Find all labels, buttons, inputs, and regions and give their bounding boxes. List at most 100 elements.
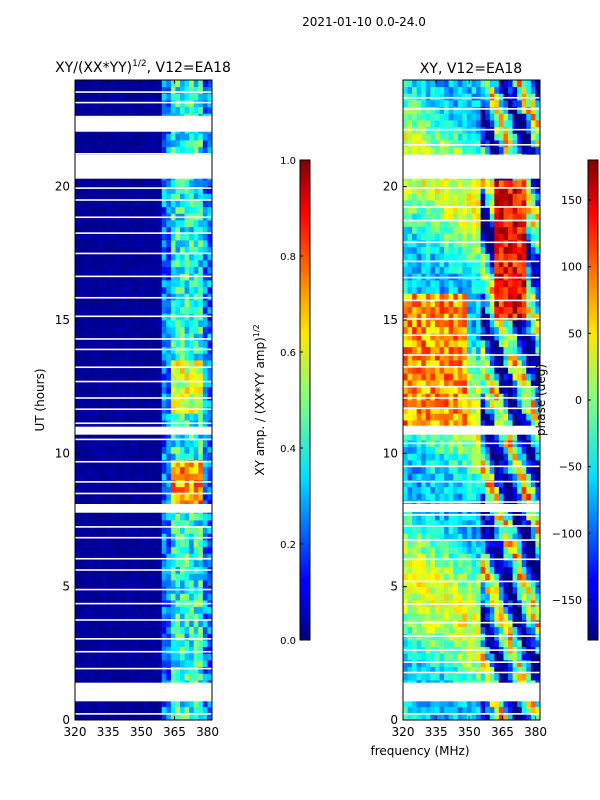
- heatmap-cell: [421, 540, 427, 548]
- heatmap-cell: [120, 620, 126, 628]
- heatmap-cell: [462, 613, 468, 621]
- heatmap-cell: [189, 440, 195, 448]
- heatmap-cell: [494, 286, 500, 294]
- heatmap-cell: [193, 380, 199, 388]
- heatmap-cell: [485, 213, 491, 221]
- heatmap-cell: [88, 580, 94, 588]
- heatmap-cell: [425, 666, 431, 674]
- heatmap-cell: [198, 460, 204, 468]
- heatmap-cell: [111, 380, 117, 388]
- heatmap-cell: [403, 113, 408, 121]
- heatmap-cell: [444, 380, 450, 388]
- heatmap-cell: [93, 413, 99, 421]
- heatmap-cell: [143, 326, 149, 334]
- heatmap-cell: [116, 380, 122, 388]
- heatmap-cell: [166, 446, 172, 454]
- heatmap-cell: [111, 333, 117, 341]
- heatmap-cell: [448, 626, 454, 634]
- heatmap-cell: [444, 253, 450, 261]
- heatmap-cell: [88, 666, 94, 674]
- heatmap-cell: [129, 613, 135, 621]
- heatmap-cell: [93, 553, 99, 561]
- heatmap-cell: [116, 146, 122, 154]
- heatmap-cell: [412, 473, 418, 481]
- heatmap-cell: [198, 713, 204, 720]
- heatmap-cell: [189, 540, 195, 548]
- heatmap-cell: [75, 393, 80, 401]
- heatmap-cell: [430, 333, 436, 341]
- heatmap-cell: [453, 493, 459, 501]
- heatmap-cell: [184, 320, 190, 328]
- heatmap-cell: [462, 446, 468, 454]
- heatmap-cell: [444, 280, 450, 288]
- heatmap-cell: [448, 546, 454, 554]
- heatmap-cell: [476, 180, 482, 188]
- heatmap-cell: [88, 500, 94, 508]
- heatmap-cell: [480, 473, 486, 481]
- heatmap-cell: [138, 366, 144, 374]
- heatmap-cell: [88, 266, 94, 274]
- heatmap-cell: [430, 400, 436, 408]
- heatmap-cell: [175, 400, 181, 408]
- heatmap-cell: [120, 573, 126, 581]
- heatmap-cell: [444, 106, 450, 114]
- heatmap-cell: [416, 120, 422, 128]
- heatmap-cell: [193, 86, 199, 94]
- heatmap-cell: [462, 460, 468, 468]
- heatmap-cell: [416, 286, 422, 294]
- heatmap-cell: [93, 320, 99, 328]
- heatmap-cell: [75, 553, 80, 561]
- heatmap-cell: [407, 186, 413, 194]
- heatmap-cell: [489, 453, 495, 461]
- heatmap-cell: [453, 360, 459, 368]
- heatmap-cell: [430, 593, 436, 601]
- heatmap-cell: [134, 580, 140, 588]
- heatmap-cell: [102, 280, 108, 288]
- heatmap-cell: [75, 180, 80, 188]
- heatmap-cell: [202, 280, 208, 288]
- heatmap-cell: [494, 380, 500, 388]
- heatmap-cell: [448, 640, 454, 648]
- heatmap-cell: [198, 226, 204, 234]
- heatmap-cell: [120, 526, 126, 534]
- heatmap-cell: [93, 200, 99, 208]
- heatmap-cell: [485, 566, 491, 574]
- heatmap-cell: [170, 300, 176, 308]
- heatmap-cell: [198, 533, 204, 541]
- heatmap-cell: [207, 633, 212, 641]
- heatmap-cell: [152, 80, 158, 88]
- heatmap-cell: [116, 460, 122, 468]
- heatmap-cell: [407, 253, 413, 261]
- heatmap-cell: [111, 80, 117, 88]
- heatmap-cell: [184, 360, 190, 368]
- heatmap-cell: [421, 286, 427, 294]
- heatmap-cell: [412, 433, 418, 441]
- heatmap-cell: [466, 233, 472, 241]
- heatmap-cell: [125, 200, 131, 208]
- heatmap-cell: [79, 340, 85, 348]
- heatmap-cell: [79, 133, 85, 141]
- heatmap-cell: [138, 406, 144, 414]
- heatmap-cell: [93, 80, 99, 88]
- heatmap-cell: [193, 593, 199, 601]
- heatmap-cell: [93, 186, 99, 194]
- heatmap-cell: [93, 326, 99, 334]
- heatmap-cell: [476, 266, 482, 274]
- heatmap-cell: [198, 293, 204, 301]
- flagged-gap: [75, 408, 212, 411]
- heatmap-cell: [152, 640, 158, 648]
- heatmap-cell: [93, 133, 99, 141]
- heatmap-cell: [166, 266, 172, 274]
- heatmap-cell: [407, 393, 413, 401]
- heatmap-cell: [102, 660, 108, 668]
- heatmap-cell: [148, 433, 154, 441]
- heatmap-cell: [489, 473, 495, 481]
- heatmap-cell: [444, 546, 450, 554]
- heatmap-cell: [466, 240, 472, 248]
- heatmap-cell: [184, 700, 190, 708]
- heatmap-cell: [448, 460, 454, 468]
- heatmap-cell: [444, 100, 450, 108]
- heatmap-cell: [143, 620, 149, 628]
- heatmap-cell: [138, 606, 144, 614]
- heatmap-cell: [480, 640, 486, 648]
